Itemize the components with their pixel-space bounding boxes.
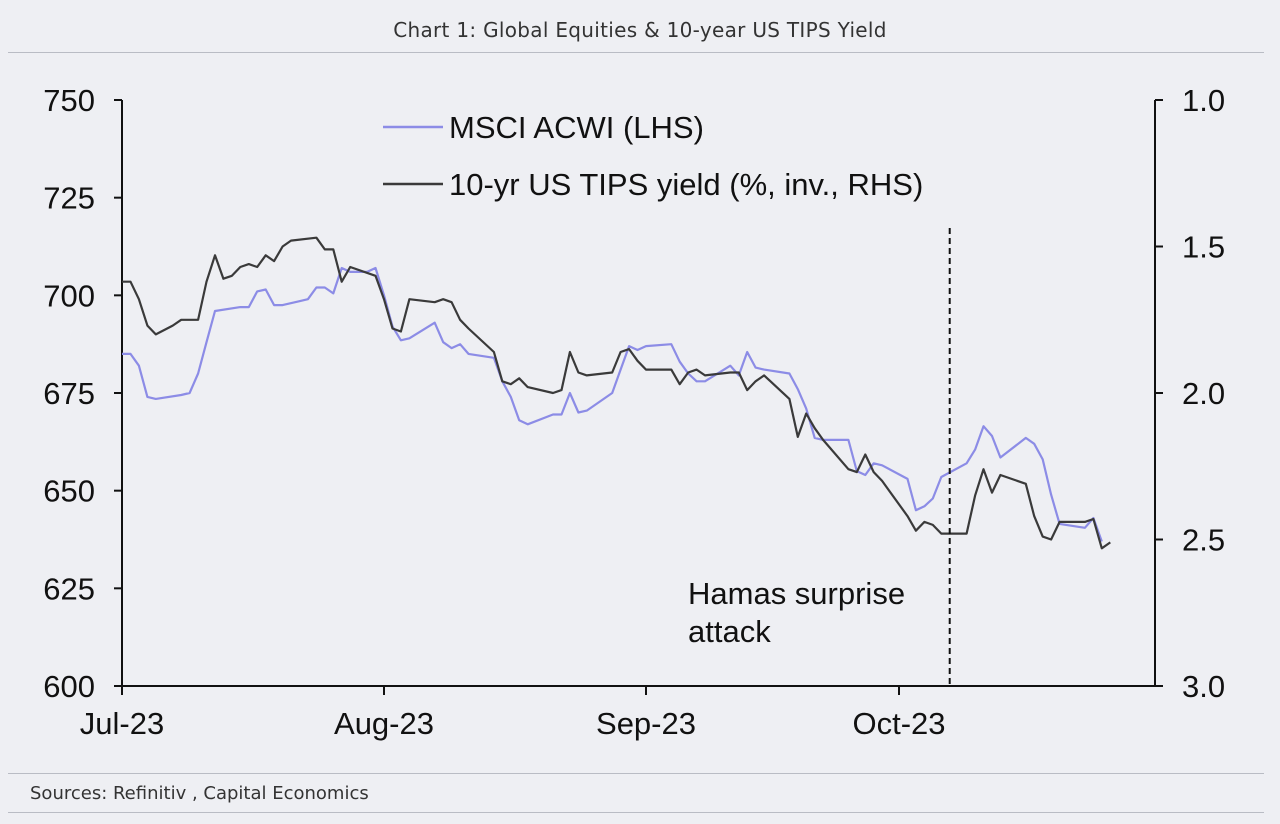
y-left-tick-label: 725 <box>43 181 95 216</box>
chart-title: Chart 1: Global Equities & 10-year US TI… <box>393 18 887 42</box>
y-left-tick-label: 700 <box>43 278 95 313</box>
tick-labels: 600 625 650 675 700 725 750 1.0 1.5 2.0 2.5 3.0 Jul-… <box>43 83 1225 741</box>
legend: MSCI ACWI (LHS) 10-yr US TIPS yield (%, i… <box>383 110 923 202</box>
y-right-tick-label: 1.5 <box>1182 230 1225 265</box>
y-right-tick-label: 2.5 <box>1182 523 1225 558</box>
y-left-tick-label: 600 <box>43 669 95 704</box>
annotation-label: Hamas surprise <box>688 576 905 611</box>
legend-label: MSCI ACWI (LHS) <box>449 110 704 145</box>
footer-divider-bottom <box>8 812 1264 813</box>
y-left-tick-label: 650 <box>43 474 95 509</box>
y-left-tick-label: 675 <box>43 376 95 411</box>
legend-label: 10-yr US TIPS yield (%, inv., RHS) <box>449 167 923 202</box>
source-note: Sources: Refinitiv , Capital Economics <box>30 783 369 804</box>
y-left-tick-label: 625 <box>43 571 95 606</box>
y-right-tick-label: 3.0 <box>1182 669 1225 704</box>
x-tick-label: Jul-23 <box>80 706 164 741</box>
axes <box>114 99 1163 695</box>
msci-acwi-line <box>122 266 1103 542</box>
tips-yield-line <box>122 236 1111 550</box>
x-tick-label: Sep-23 <box>596 706 696 741</box>
y-left-tick-label: 750 <box>43 83 95 118</box>
y-right-tick-label: 1.0 <box>1182 83 1225 118</box>
x-tick-label: Oct-23 <box>852 706 945 741</box>
footer-divider <box>8 773 1264 774</box>
x-tick-label: Aug-23 <box>334 706 434 741</box>
header-divider <box>8 52 1264 53</box>
y-right-tick-label: 2.0 <box>1182 376 1225 411</box>
annotation-label: attack <box>688 614 771 649</box>
series-lines <box>122 236 1111 550</box>
